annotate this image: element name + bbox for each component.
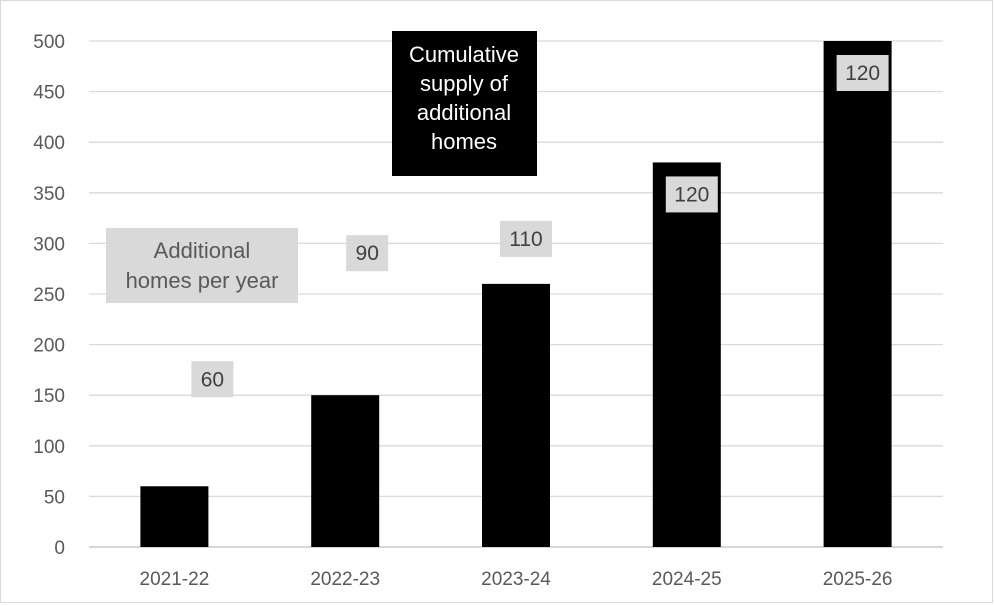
x-tick-label: 2025-26 (823, 569, 893, 590)
data-label-value: 60 (201, 368, 224, 391)
data-label-box (346, 235, 389, 272)
legend-additional-box (106, 228, 298, 303)
x-tick-label: 2023-24 (481, 569, 551, 590)
bar-cumulative (140, 486, 209, 547)
data-label-box (500, 220, 552, 257)
data-label-value: 120 (845, 62, 880, 85)
data-label: 120 (665, 176, 718, 213)
data-label-value: 90 (356, 242, 379, 265)
bar-cumulative (482, 283, 550, 547)
y-tick-label: 250 (33, 285, 65, 306)
data-label: 120 (836, 55, 889, 91)
x-tick-label: 2024-25 (652, 569, 722, 590)
y-tick-label: 400 (33, 133, 65, 154)
legend-cumulative-line: supply of (420, 71, 509, 96)
bar-series (140, 41, 892, 547)
legend-additional-line: homes per year (126, 268, 279, 293)
legend-additional-per-year: Additional homes per year (106, 228, 298, 303)
data-labels: 60 90 110 120 120 (191, 55, 889, 398)
bar-cumulative (311, 395, 380, 547)
x-tick-label: 2021-22 (140, 569, 210, 590)
data-label: 90 (346, 235, 389, 272)
legend-cumulative-line: Cumulative (409, 42, 519, 67)
y-tick-label: 100 (33, 437, 65, 458)
bar-cumulative (823, 41, 892, 547)
y-tick-label: 150 (33, 386, 65, 407)
y-tick-label: 200 (33, 336, 65, 357)
bar-cumulative (652, 162, 721, 547)
data-label-box (665, 176, 718, 213)
y-tick-label: 300 (33, 234, 65, 255)
y-tick-label: 50 (44, 487, 65, 508)
y-tick-label: 0 (54, 538, 65, 559)
data-label-box (191, 361, 234, 398)
y-axis-tick-labels: 0 50 100 150 200 250 300 350 400 450 500 (33, 32, 65, 559)
data-label-box (836, 55, 889, 91)
legend-additional-line: Additional (154, 238, 251, 263)
data-label-value: 110 (509, 228, 542, 251)
legend-cumulative-supply: Cumulative supply of additional homes (392, 31, 537, 176)
y-tick-label: 500 (33, 32, 65, 53)
legend-cumulative-line: homes (431, 129, 497, 154)
y-tick-label: 450 (33, 83, 65, 104)
data-label-value: 120 (674, 183, 709, 206)
legend-cumulative-box (392, 31, 537, 176)
x-tick-label: 2022-23 (310, 569, 380, 590)
x-axis-tick-labels: 2021-22 2022-23 2023-24 2024-25 2025-26 (140, 569, 893, 590)
data-label: 110 (500, 220, 552, 257)
data-label: 60 (191, 361, 234, 398)
y-tick-label: 350 (33, 184, 65, 205)
legend-cumulative-line: additional (417, 100, 511, 125)
